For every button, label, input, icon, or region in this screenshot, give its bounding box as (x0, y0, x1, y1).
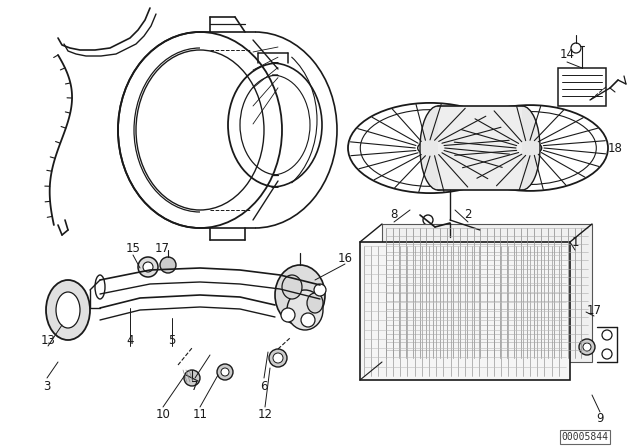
Ellipse shape (464, 112, 596, 185)
Ellipse shape (314, 284, 326, 296)
Ellipse shape (301, 313, 315, 327)
Ellipse shape (143, 262, 153, 272)
Text: 14: 14 (559, 48, 575, 61)
Text: 17: 17 (586, 303, 602, 316)
Ellipse shape (281, 308, 295, 322)
Text: 10: 10 (156, 409, 170, 422)
Ellipse shape (307, 293, 323, 313)
Ellipse shape (221, 368, 229, 376)
Text: 15: 15 (125, 241, 140, 254)
Ellipse shape (579, 339, 595, 355)
Text: 13: 13 (40, 333, 56, 346)
Bar (558, 68, 606, 106)
Ellipse shape (418, 141, 442, 155)
Text: 6: 6 (260, 380, 268, 393)
Ellipse shape (518, 142, 541, 155)
Text: 5: 5 (168, 333, 176, 346)
Ellipse shape (269, 349, 287, 367)
Ellipse shape (504, 106, 540, 190)
Ellipse shape (118, 32, 282, 228)
Ellipse shape (138, 257, 158, 277)
Text: 8: 8 (390, 208, 397, 221)
Ellipse shape (217, 364, 233, 380)
Ellipse shape (275, 265, 325, 325)
Ellipse shape (184, 370, 200, 386)
Text: 4: 4 (126, 333, 134, 346)
Ellipse shape (423, 215, 433, 225)
Ellipse shape (452, 105, 608, 191)
Text: 2: 2 (464, 208, 472, 221)
Ellipse shape (56, 292, 80, 328)
Ellipse shape (583, 343, 591, 351)
Ellipse shape (420, 106, 456, 190)
Ellipse shape (602, 330, 612, 340)
Text: 12: 12 (257, 409, 273, 422)
Text: 9: 9 (596, 412, 604, 425)
Text: 16: 16 (337, 251, 353, 264)
Ellipse shape (273, 353, 283, 363)
Text: 1: 1 (572, 236, 579, 249)
Ellipse shape (348, 103, 512, 193)
Ellipse shape (95, 275, 105, 299)
Ellipse shape (282, 275, 302, 299)
Ellipse shape (287, 290, 323, 330)
Text: 00005844: 00005844 (561, 432, 609, 442)
Ellipse shape (571, 43, 581, 53)
Text: 18: 18 (607, 142, 623, 155)
Ellipse shape (360, 110, 500, 186)
Ellipse shape (46, 280, 90, 340)
Ellipse shape (160, 257, 176, 273)
Bar (360, 242, 570, 380)
Text: 3: 3 (44, 380, 51, 393)
Text: 17: 17 (154, 241, 170, 254)
Text: 7: 7 (191, 380, 199, 393)
Ellipse shape (136, 50, 264, 210)
Text: 11: 11 (193, 409, 207, 422)
Ellipse shape (602, 349, 612, 359)
Bar (382, 224, 592, 362)
Bar (438, 106, 522, 190)
